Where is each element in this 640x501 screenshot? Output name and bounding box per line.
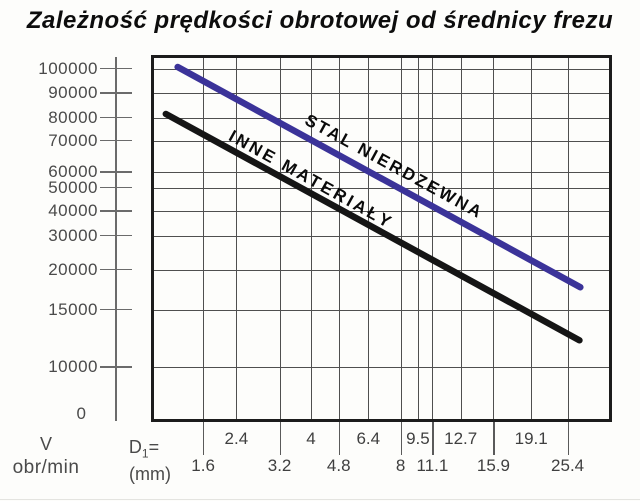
y-gridline — [154, 140, 609, 142]
x-tick-label: 3.2 — [267, 456, 292, 475]
y-axis-quantity-label: V — [39, 434, 52, 454]
y-axis-tick — [100, 210, 132, 212]
y-axis-tick — [100, 171, 132, 173]
y-gridline — [154, 68, 609, 70]
y-gridline — [154, 269, 609, 271]
x-tick-label: 1.6 — [191, 456, 215, 475]
y-axis-tick — [100, 366, 132, 368]
x-axis-tick — [567, 422, 569, 455]
x-tick-label: 2.4 — [224, 429, 249, 448]
x-tick-label: 4 — [306, 429, 316, 448]
y-tick-label: 30000 — [48, 225, 98, 245]
x-axis-unit-label: (mm) — [129, 464, 171, 484]
x-gridline — [531, 58, 533, 419]
data-lines-svg — [162, 63, 584, 344]
x-gridline — [338, 58, 340, 419]
x-gridline — [368, 58, 370, 419]
x-tick-label: 12.7 — [444, 429, 478, 448]
y-tick-label: 10000 — [48, 357, 98, 377]
x-tick-label: 25.4 — [551, 456, 585, 475]
y-axis-tick — [100, 308, 132, 311]
x-gridline — [567, 58, 569, 419]
y-tick-label: 20000 — [48, 259, 98, 279]
series-line-stal-nierdzewna — [174, 63, 584, 291]
y-axis-zero-label: 0 — [76, 404, 86, 423]
y-gridline — [154, 367, 609, 369]
x-tick-label: 15.9 — [476, 456, 510, 475]
x-axis-equals: = — [148, 437, 160, 457]
x-gridline — [236, 58, 238, 419]
y-axis-tick — [100, 234, 132, 237]
y-gridline — [154, 172, 609, 174]
x-tick-label: 11.1 — [416, 456, 449, 475]
x-axis-tick — [338, 422, 340, 455]
x-axis-symbol-subscript: 1 — [141, 446, 149, 461]
y-gridline — [154, 187, 609, 189]
y-tick-label: 40000 — [48, 201, 98, 221]
x-tick-label: 9.5 — [406, 429, 430, 448]
y-tick-label: 50000 — [48, 177, 98, 197]
y-tick-label: 70000 — [48, 130, 98, 150]
x-axis-symbol-label: D1= — [122, 437, 166, 461]
x-gridline — [279, 58, 281, 419]
y-gridline — [154, 235, 609, 237]
x-gridline — [203, 58, 205, 419]
y-gridline — [154, 211, 609, 213]
x-axis-tick — [400, 422, 402, 455]
x-axis-tick — [432, 422, 434, 455]
y-axis-tick — [100, 67, 132, 70]
scan-artifact-line — [0, 499, 640, 500]
x-axis-tick — [279, 422, 281, 455]
x-tick-label: 19.1 — [514, 429, 548, 448]
y-tick-label: 90000 — [48, 83, 98, 103]
x-tick-label: 4.8 — [326, 456, 351, 475]
y-gridline — [154, 117, 609, 119]
x-tick-label: 6.4 — [356, 429, 381, 448]
y-gridline — [154, 93, 609, 95]
y-tick-label: 100000 — [38, 58, 98, 78]
y-gridline — [154, 309, 609, 311]
x-gridline — [417, 58, 419, 419]
y-axis-line — [115, 57, 117, 421]
x-axis-symbol: D — [128, 437, 142, 457]
plot-area — [151, 55, 612, 422]
y-tick-label: 60000 — [48, 162, 98, 182]
y-axis-tick — [100, 268, 132, 271]
x-gridline — [400, 58, 402, 419]
y-axis-tick — [100, 116, 132, 119]
y-tick-label: 80000 — [48, 107, 98, 127]
y-axis-tick — [100, 186, 132, 189]
y-axis-tick — [100, 139, 132, 142]
series-line-inne-materialy — [162, 110, 583, 344]
y-tick-label: 15000 — [48, 299, 98, 319]
x-gridline — [460, 58, 462, 419]
chart-title: Zależność prędkości obrotowej od średnic… — [26, 7, 614, 34]
x-gridline — [432, 58, 434, 419]
y-axis-unit-label: obr/min — [12, 457, 80, 478]
x-axis-tick — [203, 422, 205, 455]
x-tick-label: 8 — [395, 456, 406, 475]
x-axis-tick — [493, 422, 495, 455]
x-gridline — [310, 58, 312, 419]
y-axis-tick — [100, 92, 132, 94]
